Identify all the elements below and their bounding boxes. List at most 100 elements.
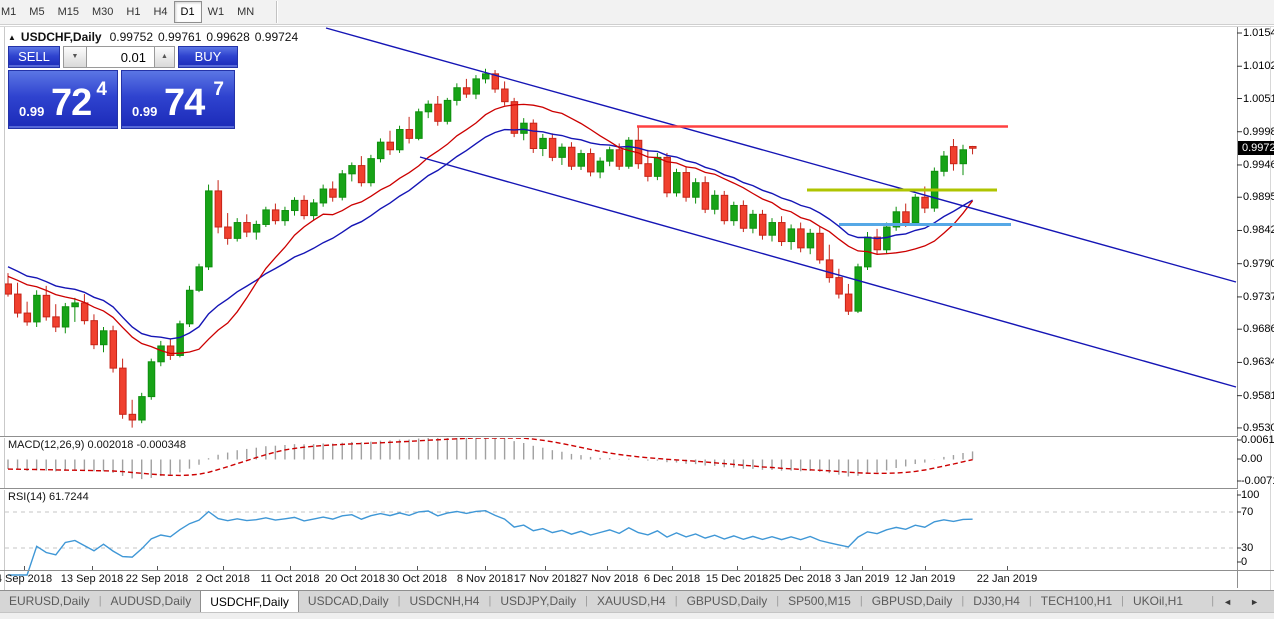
date-axis-label: 15 Dec 2018	[705, 573, 769, 585]
timeframe-button-m1[interactable]: M1	[1, 6, 17, 18]
timeframe-button-mn[interactable]: MN	[237, 6, 255, 18]
tab-separator: |	[488, 595, 492, 607]
date-axis-label: 8 Nov 2018	[456, 573, 514, 585]
date-axis-label: 11 Oct 2018	[260, 573, 320, 585]
ask-pip-digit: 7	[213, 79, 224, 100]
date-axis-label: 4 Sep 2018	[0, 573, 53, 585]
tab-gbpusd-daily[interactable]: GBPUSD,Daily	[871, 594, 953, 608]
timeframe-button-h1[interactable]: H1	[126, 6, 141, 18]
buy-button[interactable]: BUY	[178, 46, 238, 68]
current-price-badge: 0.99724	[1238, 141, 1274, 156]
tab-sp500-m15[interactable]: SP500,M15	[788, 594, 851, 608]
tab-scroll-right-icon[interactable]: ►	[1250, 596, 1259, 607]
bid-prefix: 0.99	[19, 104, 45, 119]
price-axis-label: 1.01545	[1243, 27, 1274, 39]
indicator-axis-label: 70	[1241, 506, 1254, 518]
timeframe-button-d1[interactable]: D1	[173, 1, 202, 23]
tab-separator: |	[98, 595, 102, 607]
tab-separator: |	[674, 595, 678, 607]
status-bar	[0, 612, 1274, 619]
timeframe-toolbar: M1 M5 M15 M30 H1 H4 D1 W1 MN	[0, 0, 1274, 25]
ohlc-open: 0.99752	[109, 30, 153, 44]
ohlc-close: 0.99724	[254, 30, 299, 44]
date-axis-label: 13 Sep 2018	[60, 573, 124, 585]
tab-separator: |	[1121, 595, 1125, 607]
date-axis-label: 3 Jan 2019	[834, 573, 890, 585]
date-axis-label: 22 Jan 2019	[976, 573, 1038, 585]
indicator-axis-label: 0.00	[1241, 453, 1263, 465]
tab-ukoil-h1[interactable]: UKOil,H1	[1133, 594, 1184, 608]
bid-price-box[interactable]: 0.99 72 4	[8, 70, 118, 129]
date-axis-label: 6 Dec 2018	[643, 573, 701, 585]
collapse-triangle-icon[interactable]: ▲	[8, 33, 16, 42]
toolbar-separator	[276, 1, 279, 23]
tab-dj30-h4[interactable]: DJ30,H4	[973, 594, 1020, 608]
lot-increase-button[interactable]: ▲	[154, 46, 175, 68]
timeframe-button-w1[interactable]: W1	[207, 6, 225, 18]
timeframe-button-m15[interactable]: M15	[57, 6, 79, 18]
timeframe-button-m30[interactable]: M30	[91, 6, 114, 18]
date-axis-label: 30 Oct 2018	[387, 573, 447, 585]
ask-prefix: 0.99	[132, 104, 158, 119]
bid-main-digits: 72	[51, 82, 92, 124]
tab-separator: |	[776, 595, 780, 607]
tab-separator: |	[1028, 595, 1032, 607]
tab-audusd-daily[interactable]: AUDUSD,Daily	[110, 594, 192, 608]
bid-pip-digit: 4	[96, 79, 107, 100]
tab-usdjpy-daily[interactable]: USDJPY,Daily	[500, 594, 577, 608]
tab-separator: |	[859, 595, 863, 607]
one-click-trading-panel: SELL ▼ ▲ BUY 0.99 72 4 0.99 74 7	[8, 46, 238, 129]
timeframe-button-m5[interactable]: M5	[29, 6, 45, 18]
date-axis-label: 25 Dec 2018	[768, 573, 832, 585]
price-axis-label: 0.97375	[1243, 290, 1274, 303]
ohlc-low: 0.99628	[206, 30, 250, 44]
tab-xauusd-h4[interactable]: XAUUSD,H4	[597, 594, 666, 608]
indicator-axis-label: 30	[1241, 542, 1254, 554]
tab-usdchf-daily[interactable]: USDCHF,Daily	[200, 590, 299, 612]
sell-button[interactable]: SELL	[8, 46, 60, 68]
tab-separator: |	[961, 595, 965, 607]
ask-main-digits: 74	[164, 82, 205, 124]
indicator-axis-label: 0.006137	[1241, 434, 1274, 446]
price-axis-label: 0.99985	[1243, 125, 1274, 138]
indicator-axis-label: -0.007142	[1241, 475, 1274, 487]
tab-usdcnh-h4[interactable]: USDCNH,H4	[409, 594, 480, 608]
lot-decrease-button[interactable]: ▼	[63, 46, 87, 68]
tab-eurusd-daily[interactable]: EURUSD,Daily	[9, 594, 90, 608]
rsi-label: RSI(14) 61.7244	[8, 491, 89, 503]
tab-usdcad-daily[interactable]: USDCAD,Daily	[307, 594, 389, 608]
rsi-value: 61.7244	[48, 491, 89, 503]
indicator-axis-label: 100	[1241, 489, 1260, 501]
chart-tab-bar: EURUSD,Daily | AUDUSD,Daily USDCHF,Daily USD…	[0, 590, 1274, 612]
price-axis-label: 0.95305	[1243, 421, 1274, 434]
price-axis-label: 1.01020	[1243, 60, 1274, 73]
ohlc-high: 0.99761	[158, 30, 202, 44]
tab-scroll-left-icon[interactable]: ◄	[1223, 596, 1233, 607]
chart-info-line: ▲ USDCHF,Daily 0.99752 0.99761 0.99628 0.9972…	[8, 30, 303, 44]
tab-scroll-arrows: | ◄ ►	[1211, 591, 1274, 612]
price-axis-label: 0.95815	[1243, 389, 1274, 402]
date-axis-label: 27 Nov 2018	[575, 573, 639, 585]
lot-size-input[interactable]	[87, 46, 154, 68]
date-axis-label: 17 Nov 2018	[513, 573, 577, 585]
ask-price-box[interactable]: 0.99 74 7	[121, 70, 235, 129]
price-axis-label: 0.98425	[1243, 224, 1274, 237]
tab-separator: |	[397, 595, 401, 607]
macd-label: MACD(12,26,9) 0.002018 -0.000348	[8, 439, 186, 451]
indicator-axis-label: 0	[1241, 556, 1248, 568]
date-axis-label: 12 Jan 2019	[894, 573, 956, 585]
tab-separator: |	[585, 595, 589, 607]
date-axis-label: 22 Sep 2018	[125, 573, 189, 585]
date-axis-label: 2 Oct 2018	[196, 573, 250, 585]
macd-main-value: 0.002018	[87, 439, 134, 451]
tab-gbpusd-daily[interactable]: GBPUSD,Daily	[686, 594, 768, 608]
tab-tech100-h1[interactable]: TECH100,H1	[1040, 594, 1113, 608]
macd-signal-value: -0.000348	[136, 439, 186, 451]
timeframe-button-h4[interactable]: H4	[153, 6, 168, 18]
